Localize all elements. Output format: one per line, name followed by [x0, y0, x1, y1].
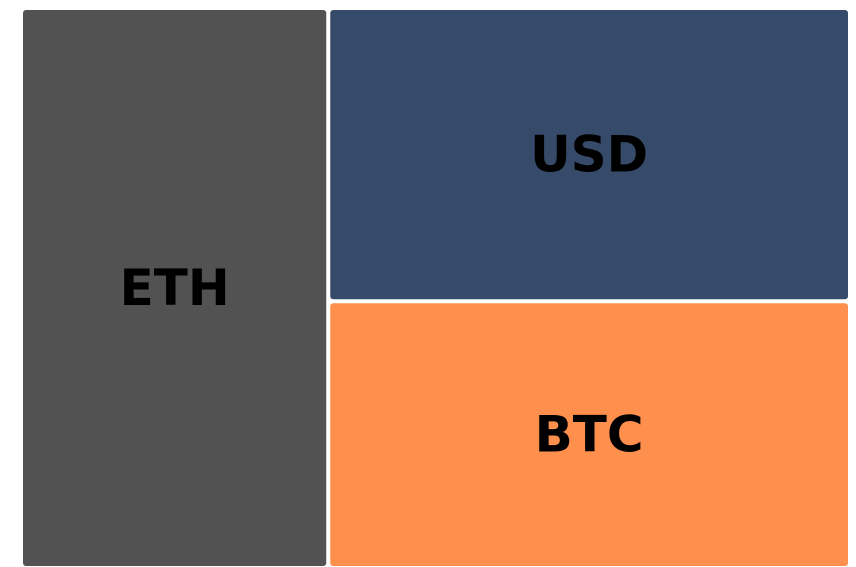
treemap-tile	[330, 10, 848, 300]
tile-label: ETH	[120, 259, 230, 317]
treemap-tile	[23, 10, 327, 566]
tile-label: USD	[530, 126, 648, 184]
treemap-tile	[330, 303, 848, 566]
tile-label: BTC	[535, 406, 644, 464]
